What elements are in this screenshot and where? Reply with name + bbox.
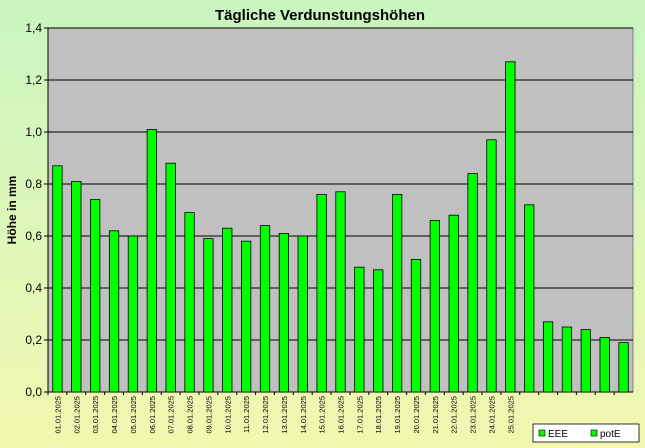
x-tick-label: 25.01.2025 [506,396,515,434]
y-tick-label: 1,4 [25,21,42,35]
bars [52,61,629,393]
x-tick-label: 09.01.2025 [204,396,213,434]
bar-poté [505,61,516,393]
x-tick-label: 23.01.2025 [469,396,478,434]
bar-poté [448,214,459,393]
bar-poté [146,128,157,393]
x-tick-label: 08.01.2025 [186,396,195,434]
x-tick-label: 18.01.2025 [374,396,383,434]
x-tick-label: 24.01.2025 [487,396,496,434]
x-tick-label: 07.01.2025 [167,396,176,434]
y-tick-label: 0,6 [25,229,42,243]
x-tick-label: 17.01.2025 [355,396,364,434]
x-tick-label: 20.01.2025 [412,396,421,434]
bar-poté [410,258,422,393]
gridlines [47,27,633,393]
legend-swatch [538,429,546,437]
bar-poté [203,238,214,393]
x-tick-label: 13.01.2025 [280,396,289,434]
legend-swatch [590,429,598,437]
x-tick-label: 22.01.2025 [450,396,459,434]
x-tick-label: 14.01.2025 [299,396,308,434]
legend-label: potE [600,429,621,440]
bar-poté [108,230,120,393]
x-tick-label: 12.01.2025 [261,396,270,434]
bar-poté [278,232,290,393]
x-tick-label: 06.01.2025 [148,396,157,434]
bar-poté [524,204,535,393]
y-axis-label: Höhe in mm [5,176,19,245]
y-tick-label: 0,8 [25,177,42,191]
x-tick-label: 01.01.2025 [53,396,62,434]
bar-poté [542,321,554,393]
legend-box [532,423,640,443]
bar-poté [241,240,252,393]
bar-poté [165,162,176,393]
chart-title: Tägliche Verdunstungshöhen [215,7,425,24]
bar-poté [561,326,573,393]
bar-poté [297,235,308,393]
x-axis-ticks: 01.01.2025 02.01.2025 03.01.2025 04.01.2025… [47,392,615,434]
bar-poté [71,180,82,393]
bar-poté [184,212,195,393]
x-tick-label: 05.01.2025 [129,396,138,434]
legend-label: EEE [548,429,568,440]
bar-poté [486,139,497,393]
bar-poté [52,165,63,393]
x-tick-label: 16.01.2025 [337,396,346,434]
bar-poté [391,193,403,393]
y-tick-label: 1,2 [25,73,42,87]
bar-poté [373,269,384,393]
bar-poté [580,329,591,393]
bar-poté [259,225,271,393]
x-tick-label: 11.01.2025 [242,396,251,433]
y-axis-ticks: 0,0 0,2 0,4 0,6 0,8 1,0 1,2 1,4 [25,21,48,399]
x-tick-label: 03.01.2025 [91,396,100,434]
x-tick-label: 15.01.2025 [318,396,327,434]
x-tick-label: 19.01.2025 [393,396,402,434]
bar-poté [467,173,478,393]
bar-poté [335,191,346,393]
y-tick-label: 0,0 [25,385,42,399]
x-tick-label: 04.01.2025 [110,396,119,434]
y-tick-label: 0,4 [25,281,42,295]
legend: EEE potE [532,423,640,443]
bar-poté [618,342,629,393]
x-tick-label: 02.01.2025 [72,396,81,434]
bar-poté [429,219,440,393]
x-tick-label: 10.01.2025 [223,396,232,434]
bar-poté [127,235,139,393]
y-tick-label: 0,2 [25,333,42,347]
bar-poté [222,227,233,393]
bar-poté [316,193,327,393]
bar-poté [90,199,101,393]
x-tick-label: 21.01.2025 [431,396,440,434]
bar-poté [354,266,365,393]
bar-poté [599,336,610,393]
y-tick-label: 1,0 [25,125,42,139]
